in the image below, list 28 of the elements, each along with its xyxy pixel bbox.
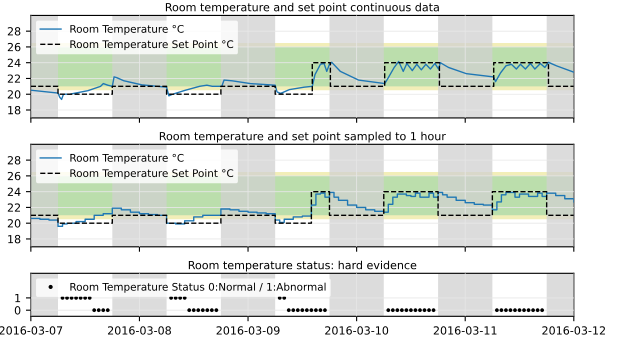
y-tick-label: 20 <box>8 90 20 99</box>
y-tick-label: 18 <box>8 234 20 244</box>
legend-label: Room Temperature Set Point °C <box>70 40 234 50</box>
chart-title: Room temperature status: hard evidence <box>188 260 416 272</box>
y-tick-label: 28 <box>8 27 20 36</box>
chart-title: Room temperature and set point sampled to 1 hour <box>160 132 446 142</box>
x-tick-label: 2016-03-12 <box>542 326 605 335</box>
legend-label: Room Temperature °C <box>70 154 184 164</box>
y-tick-label: 24 <box>8 58 21 67</box>
y-tick-label: 18 <box>8 106 20 114</box>
x-tick-label: 2016-03-11 <box>434 326 496 335</box>
y-tick-label: 26 <box>8 42 20 52</box>
x-tick-label: 2016-03-08 <box>108 326 171 335</box>
y-tick-label: 22 <box>8 74 20 83</box>
x-tick-label: 2016-03-09 <box>216 326 280 335</box>
legend-label: Room Temperature °C <box>70 24 184 35</box>
y-tick-label: 22 <box>8 203 20 212</box>
y-tick-label: 0 <box>14 306 20 315</box>
y-tick-label: 24 <box>8 188 21 196</box>
y-tick-label: 20 <box>8 219 20 228</box>
legend-label: Room Temperature Set Point °C <box>70 169 234 180</box>
x-tick-label: 2016-03-10 <box>325 326 388 335</box>
y-tick-label: 28 <box>8 156 20 164</box>
y-tick-label: 1 <box>15 294 20 302</box>
chart-title: Room temperature and set point continuous data <box>166 2 439 14</box>
y-tick-label: 26 <box>8 172 20 180</box>
legend-label: Room Temperature Status 0:Normal / 1:Abnormal <box>70 282 326 293</box>
line-series <box>30 60 574 100</box>
